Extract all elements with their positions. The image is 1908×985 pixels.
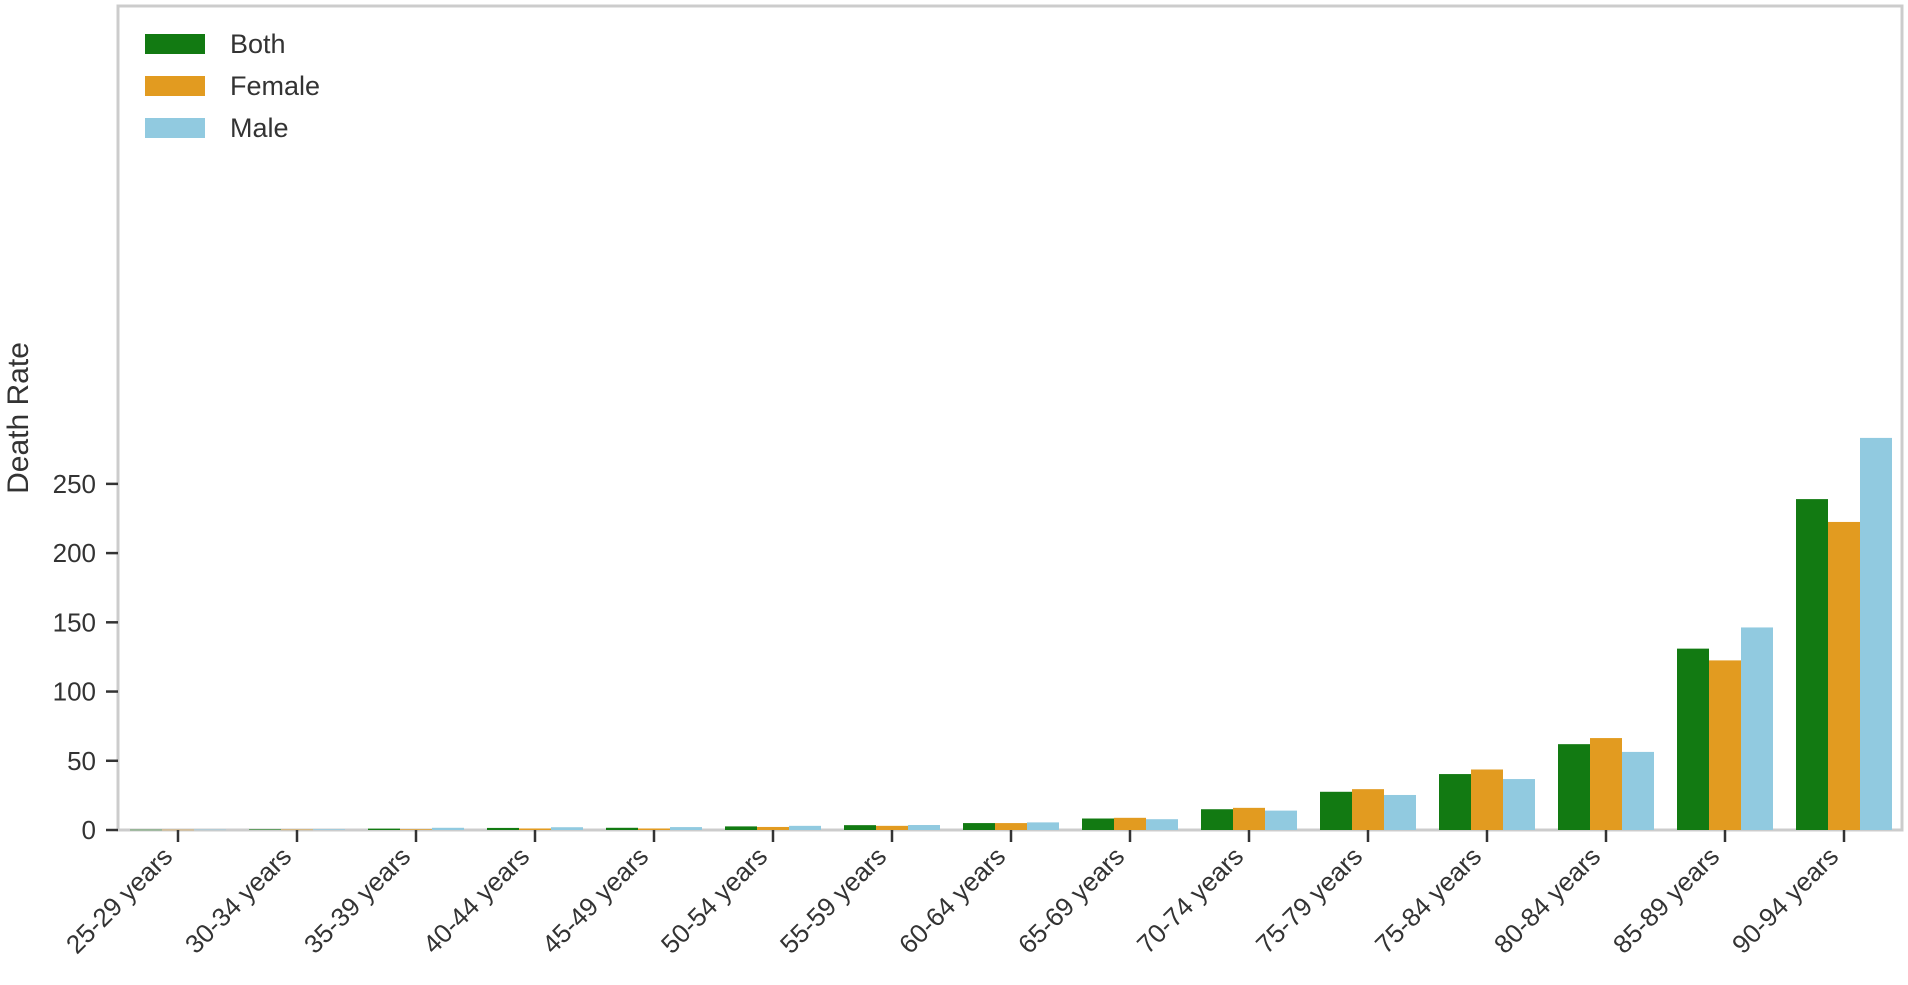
- bar-both-15: [1796, 499, 1828, 830]
- x-tick-label: 50-54 years: [655, 841, 773, 959]
- y-axis: 0 50 100 150 200 250: [53, 469, 118, 845]
- bar-both-14: [1677, 648, 1709, 830]
- bar-female-5: [638, 828, 670, 830]
- x-tick-label: 75-79 years: [1250, 841, 1368, 959]
- bar-female-4: [519, 828, 551, 830]
- bar-both-9: [1082, 818, 1114, 830]
- bar-female-6: [757, 826, 789, 830]
- bar-both-8: [963, 823, 995, 830]
- x-tick-label: 40-44 years: [417, 841, 535, 959]
- bar-both-3: [368, 828, 400, 830]
- bar-male-3: [432, 827, 464, 830]
- bar-female-14: [1709, 660, 1741, 830]
- bar-both-2: [249, 829, 281, 830]
- x-tick-label: 80-84 years: [1488, 841, 1606, 959]
- bar-female-7: [876, 825, 908, 830]
- bar-both-7: [844, 825, 876, 830]
- x-tick-label: 55-59 years: [774, 841, 892, 959]
- legend-swatch-female: [145, 76, 205, 96]
- bar-male-12: [1503, 779, 1535, 830]
- x-tick-label: 90-94 years: [1726, 841, 1844, 959]
- bar-both-12: [1439, 774, 1471, 830]
- bar-male-2: [313, 829, 345, 830]
- bar-male-6: [789, 825, 821, 830]
- bar-both-6: [725, 826, 757, 830]
- x-tick-label: 45-49 years: [536, 841, 654, 959]
- legend: Both Female Male: [145, 29, 320, 143]
- y-tick-label: 200: [53, 538, 96, 568]
- bar-female-15: [1828, 521, 1860, 830]
- x-tick-label: 65-69 years: [1012, 841, 1130, 959]
- bar-female-12: [1471, 769, 1503, 830]
- legend-label-both: Both: [230, 29, 286, 59]
- bar-both-11: [1320, 791, 1352, 830]
- bar-both-10: [1201, 809, 1233, 830]
- bar-both-13: [1558, 744, 1590, 830]
- bar-both-5: [606, 827, 638, 830]
- x-tick-label: 85-89 years: [1607, 841, 1725, 959]
- x-tick-label: 30-34 years: [179, 841, 297, 959]
- bars-group: [130, 437, 1892, 831]
- bar-female-3: [400, 829, 432, 830]
- bar-female-2: [281, 829, 313, 831]
- x-tick-label: 25-29 years: [60, 841, 178, 959]
- bar-male-5: [670, 827, 702, 830]
- bar-male-8: [1027, 822, 1059, 830]
- bar-male-10: [1265, 810, 1297, 830]
- x-tick-label: 75-84 years: [1369, 841, 1487, 959]
- y-tick-label: 50: [67, 746, 96, 776]
- bar-male-11: [1384, 794, 1416, 830]
- y-tick-label: 100: [53, 677, 96, 707]
- x-tick-label: 70-74 years: [1131, 841, 1249, 959]
- bar-male-9: [1146, 819, 1178, 830]
- bar-male-14: [1741, 627, 1773, 830]
- plot-frame: [116, 4, 1904, 832]
- bar-male-15: [1860, 437, 1892, 830]
- bar-male-1: [194, 829, 226, 831]
- bar-male-13: [1622, 751, 1654, 830]
- legend-label-female: Female: [230, 71, 320, 101]
- legend-swatch-both: [145, 34, 205, 54]
- bar-female-1: [162, 829, 194, 831]
- y-tick-label: 150: [53, 607, 96, 637]
- legend-swatch-male: [145, 118, 205, 138]
- y-tick-label: 250: [53, 469, 96, 499]
- bar-both-1: [130, 829, 162, 831]
- x-tick-label: 35-39 years: [298, 841, 416, 959]
- bar-female-10: [1233, 807, 1265, 830]
- y-axis-label: Death Rate: [2, 342, 35, 494]
- bar-female-11: [1352, 789, 1384, 830]
- x-tick-label: 60-64 years: [893, 841, 1011, 959]
- y-tick-label: 0: [82, 815, 96, 845]
- bar-male-7: [908, 825, 940, 830]
- legend-label-male: Male: [230, 113, 289, 143]
- bar-female-8: [995, 823, 1027, 830]
- x-axis: 25-29 years 30-34 years 35-39 years 40-44 y…: [60, 830, 1846, 959]
- bar-both-4: [487, 827, 519, 830]
- bar-female-13: [1590, 738, 1622, 830]
- bar-male-4: [551, 827, 583, 830]
- bar-female-9: [1114, 817, 1146, 830]
